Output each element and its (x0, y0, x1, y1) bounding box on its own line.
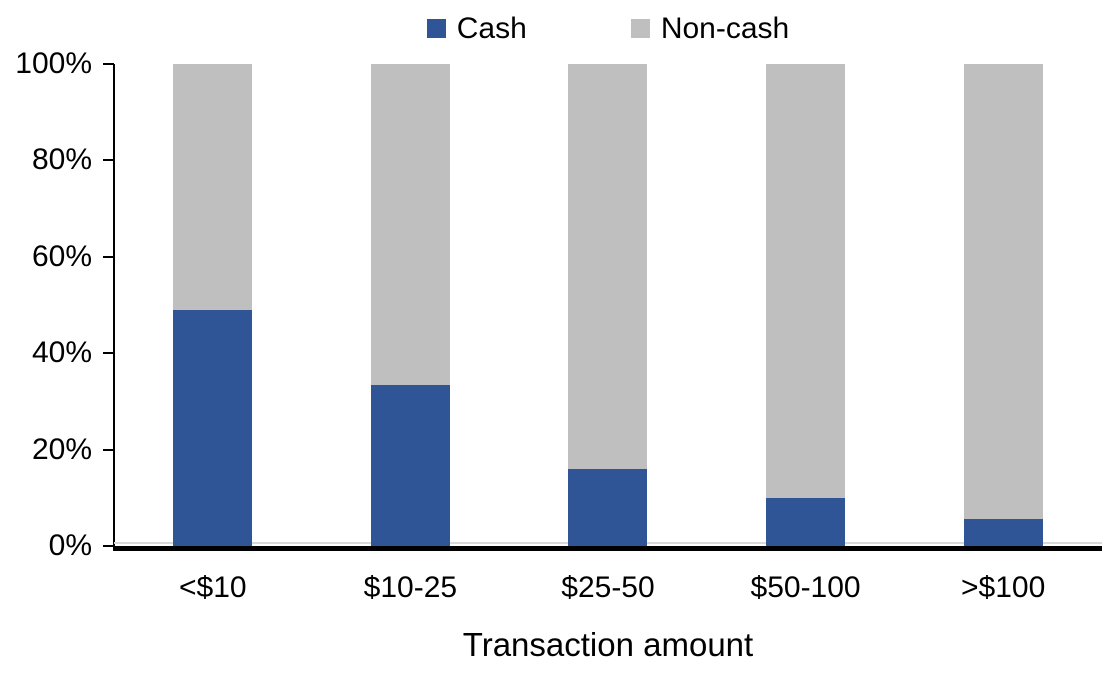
bar-0 (173, 64, 253, 546)
bar-segment-cash (173, 309, 253, 546)
y-tick-mark (103, 255, 114, 258)
y-tick-label: 60% (31, 239, 92, 273)
bar-segment-noncash (766, 64, 846, 498)
bar-1 (370, 64, 450, 546)
bar-slot-2 (509, 64, 707, 546)
bar-slot-1 (312, 64, 510, 546)
x-tick-label-1: $10-25 (363, 571, 458, 604)
bar-slot-0 (114, 64, 312, 546)
bars (114, 64, 1102, 546)
y-axis-ticks (103, 63, 114, 547)
y-tick-label: 100% (15, 47, 92, 80)
legend-item-cash: Cash (426, 11, 527, 45)
y-tick-mark (103, 352, 114, 355)
plot-area (114, 64, 1102, 546)
bar-segment-cash (568, 468, 648, 546)
cash-legend-swatch (426, 18, 446, 38)
x-tick-label-4: >$100 (961, 571, 1046, 604)
bar-2 (568, 64, 648, 546)
y-tick-label: 40% (31, 336, 92, 370)
x-tick-label-0: <$10 (179, 571, 247, 604)
bar-segment-cash (370, 384, 450, 546)
legend-item-noncash: Non-cash (630, 11, 790, 45)
y-axis-labels: 0% 20% 40% 60% 80% 100% (0, 47, 92, 562)
y-tick-mark (103, 63, 114, 65)
x-axis-labels: <$10 $10-25 $25-50 $50-100 >$100 (114, 571, 1102, 605)
bar-4 (963, 64, 1043, 546)
bar-segment-noncash (568, 64, 648, 469)
bar-slot-3 (707, 64, 905, 546)
y-tick-mark (103, 159, 114, 162)
bar-segment-noncash (173, 64, 253, 310)
y-tick-mark (103, 448, 114, 451)
y-tick-label: 20% (31, 432, 92, 466)
bar-segment-cash (766, 497, 846, 546)
bar-slot-4 (904, 64, 1102, 546)
y-tick-label: 0% (48, 529, 92, 562)
y-axis-line (113, 64, 115, 546)
x-axis-line (113, 546, 1102, 551)
noncash-legend-swatch (630, 18, 650, 38)
bar-segment-noncash (370, 64, 450, 385)
x-tick-label-2: $25-50 (561, 571, 655, 604)
bar-segment-cash (963, 519, 1043, 546)
bar-3 (766, 64, 846, 546)
cash-legend-label: Cash (456, 11, 527, 45)
bar-segment-noncash (963, 64, 1043, 520)
legend: Cash Non-cash (114, 8, 1102, 48)
y-tick-mark (103, 545, 114, 547)
x-axis-title: Transaction amount (462, 626, 754, 663)
y-tick-label: 80% (31, 143, 92, 177)
noncash-legend-label: Non-cash (660, 11, 790, 45)
x-tick-label-3: $50-100 (750, 571, 861, 604)
